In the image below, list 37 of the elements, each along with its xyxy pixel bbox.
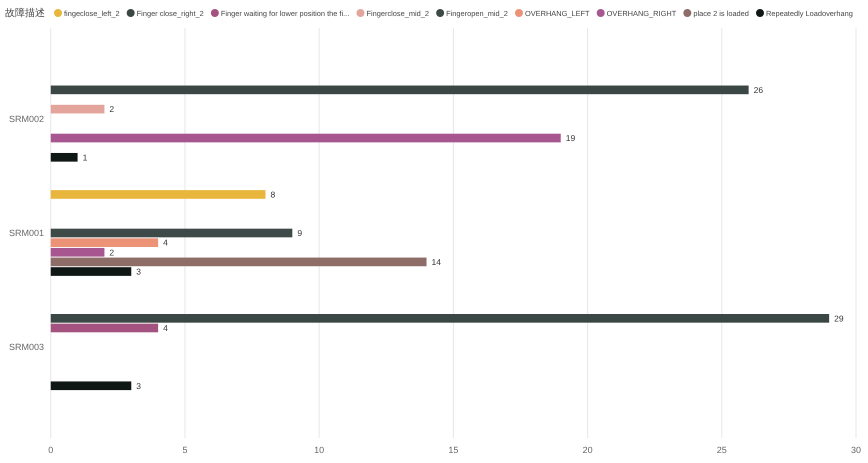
data-label: 14 <box>432 256 442 267</box>
x-tick-label: 10 <box>314 445 324 455</box>
data-label: 1 <box>82 152 88 162</box>
data-label: 26 <box>754 84 764 95</box>
x-tick-label: 15 <box>448 445 458 455</box>
y-tick-label: SRM001 <box>8 228 44 238</box>
x-tick-label: 30 <box>850 445 862 455</box>
bar <box>50 314 830 323</box>
bar <box>50 104 104 114</box>
data-label: 4 <box>163 238 168 248</box>
x-tick-label: 5 <box>182 445 188 455</box>
bar <box>50 324 158 332</box>
data-label: 29 <box>834 313 844 324</box>
data-label: 4 <box>163 322 168 333</box>
x-tick-label: 0 <box>48 445 54 455</box>
bar <box>50 381 132 390</box>
y-tick-label: SRM003 <box>8 342 44 352</box>
bar <box>50 86 749 94</box>
bar <box>50 258 427 266</box>
x-tick-label: 25 <box>716 445 727 455</box>
data-label: 8 <box>270 189 276 200</box>
bar <box>50 134 561 142</box>
bar <box>50 267 132 276</box>
bar <box>50 248 104 257</box>
bar <box>50 190 266 199</box>
data-label: 3 <box>136 266 142 277</box>
bar <box>50 238 158 247</box>
data-label: 2 <box>109 104 114 114</box>
data-label: 9 <box>297 228 302 238</box>
data-label: 2 <box>109 247 114 258</box>
data-label: 3 <box>136 380 142 391</box>
y-tick-label: SRM002 <box>8 114 44 124</box>
bar <box>50 228 292 238</box>
data-label: 19 <box>566 133 576 144</box>
legend-title: 故障描述 <box>5 6 45 18</box>
x-tick-label: 20 <box>582 445 593 455</box>
bar <box>50 152 78 162</box>
